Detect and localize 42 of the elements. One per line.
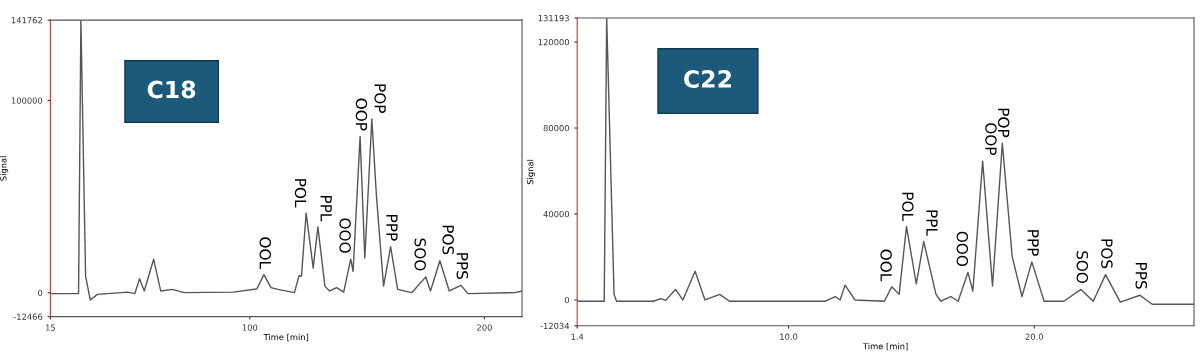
- annotation: PPL: [926, 210, 938, 236]
- y-axis-title: Signal: [526, 159, 535, 185]
- y-tick-label: -12466: [13, 313, 43, 320]
- annotation: OOL: [259, 237, 272, 269]
- x-axis-title: Time [min]: [263, 333, 309, 342]
- annotation: POS: [1101, 239, 1113, 269]
- text: C22: [684, 70, 731, 88]
- annotation: POL: [902, 192, 914, 222]
- annotation: PPP: [386, 215, 398, 241]
- annotation: PPS: [456, 253, 469, 279]
- y-tick-label: 120000: [538, 39, 570, 46]
- y-tick-label: 0: [564, 296, 570, 304]
- annotation: SOO: [1076, 251, 1089, 284]
- annotation: PPS: [1135, 263, 1148, 289]
- annotation: OOP: [355, 98, 368, 131]
- y-tick-label: -12034: [540, 322, 570, 330]
- annotation: POL: [294, 179, 307, 208]
- annotation: OOO: [956, 231, 969, 267]
- x-axis-title: Time [min]: [862, 342, 908, 351]
- annotation: OOL: [880, 249, 892, 282]
- y-tick-label: 141762: [11, 17, 42, 24]
- x-tick-label: 10.0: [780, 333, 798, 340]
- x-tick-label: 100: [242, 324, 258, 331]
- annotation: OOO: [339, 218, 351, 253]
- y-tick-label: 100000: [11, 97, 43, 104]
- y-tick-label: 131193: [538, 14, 569, 22]
- y-tick-label: 0: [38, 289, 43, 296]
- annotation: PPL: [320, 195, 332, 222]
- x-tick-label: 20.0: [1025, 333, 1043, 340]
- annotation: PPP: [1027, 230, 1039, 256]
- annotation: POP: [997, 108, 1010, 138]
- x-tick-label: 1.4: [571, 333, 584, 340]
- y-tick-label: 40000: [543, 210, 570, 218]
- x-tick-label: 15: [46, 324, 55, 331]
- annotation: OOP: [985, 123, 997, 156]
- annotation: POS: [442, 225, 454, 255]
- x-tick-label: 200: [477, 324, 492, 331]
- y-tick-label: 80000: [543, 125, 570, 132]
- annotation: POP: [374, 84, 386, 113]
- annotation: SOO: [414, 238, 426, 271]
- y-axis-title: Signal: [0, 156, 9, 181]
- text: C18: [147, 80, 196, 99]
